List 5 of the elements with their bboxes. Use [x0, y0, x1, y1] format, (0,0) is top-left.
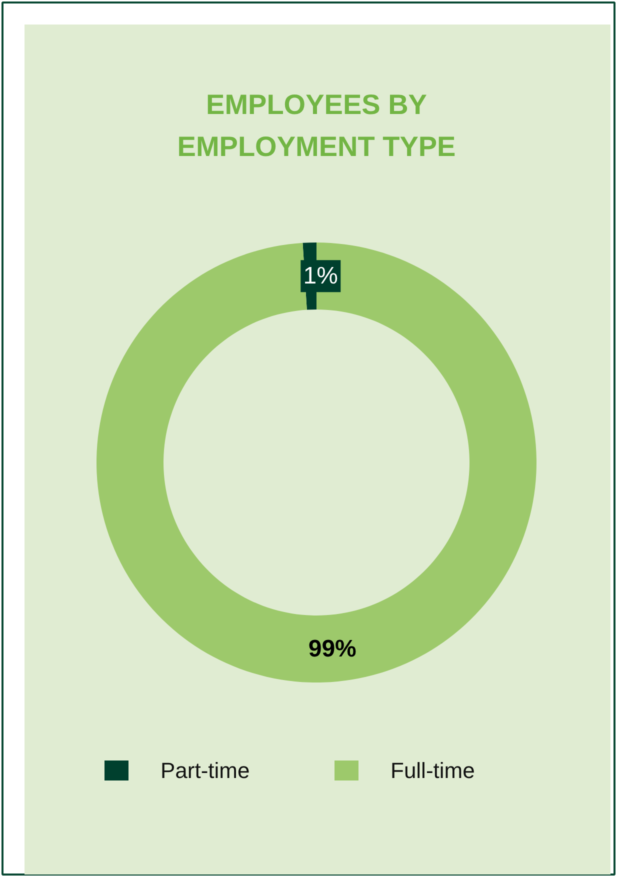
data-label: 1% [303, 262, 338, 290]
chart-title: EMPLOYEES BY EMPLOYMENT TYPE [177, 89, 456, 162]
legend-label: Full-time [390, 758, 475, 783]
legend-label: Part-time [160, 758, 250, 783]
data-label: 99% [308, 635, 356, 662]
